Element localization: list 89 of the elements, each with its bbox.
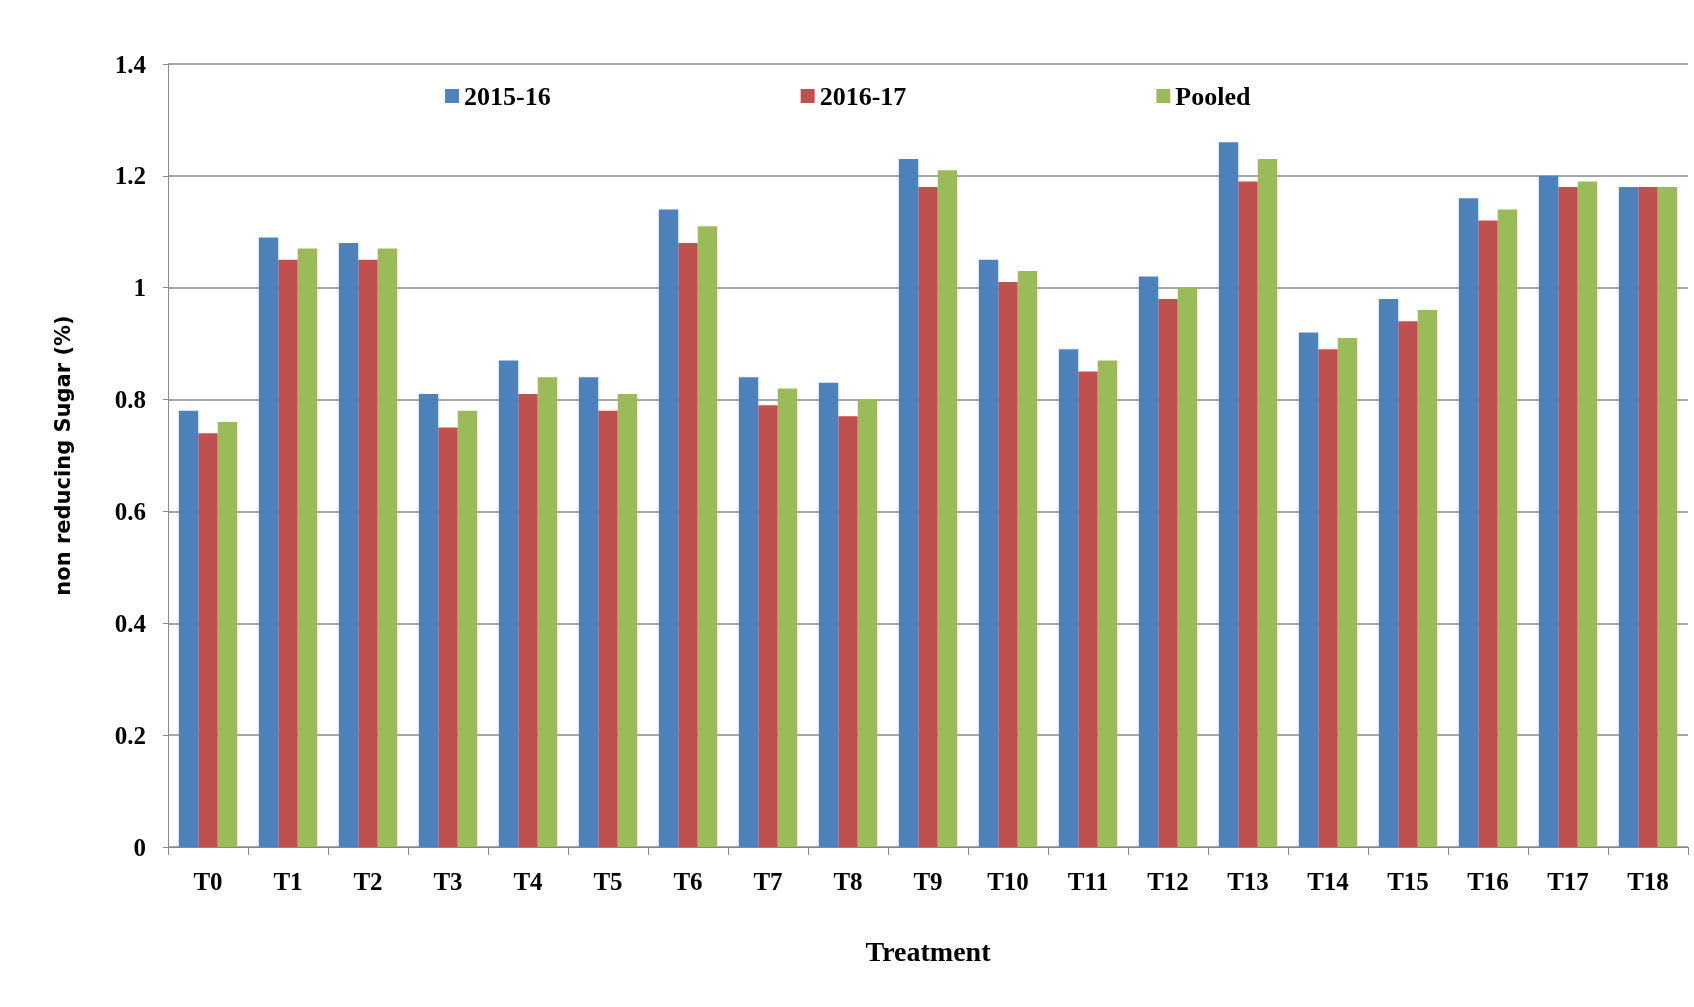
bar [1078, 371, 1098, 847]
x-tick-label: T11 [1067, 868, 1109, 895]
bar [838, 416, 858, 847]
y-tick-label: 0.8 [114, 386, 146, 414]
legend-label: 2016-17 [819, 81, 907, 111]
x-tick-label: T14 [1307, 868, 1350, 895]
bar [1017, 270, 1038, 847]
bar [178, 410, 199, 847]
bar [438, 427, 458, 847]
bar [1097, 360, 1118, 847]
bar [1257, 159, 1278, 847]
y-tick-label: 1.4 [114, 50, 147, 78]
x-tick-label: T5 [593, 868, 623, 895]
y-tick-label: 1 [133, 274, 146, 302]
x-axis-title: Treatment [865, 935, 992, 967]
bar [578, 377, 599, 847]
bar [217, 421, 238, 847]
bar [898, 159, 919, 847]
bar [978, 259, 999, 847]
x-tick-label: T2 [353, 868, 383, 895]
x-tick-label: T10 [987, 868, 1029, 895]
bar [1417, 310, 1438, 847]
bar [377, 248, 398, 847]
x-tick-label: T18 [1627, 868, 1669, 895]
bar [598, 410, 618, 847]
bar [1538, 175, 1559, 847]
y-tick-label: 0.4 [114, 609, 147, 637]
bar [1058, 349, 1079, 847]
bar [258, 237, 279, 847]
bar [457, 410, 478, 847]
bar [297, 248, 318, 847]
x-tick-label: T1 [273, 868, 303, 895]
x-tick-label: T15 [1387, 868, 1429, 895]
bar [738, 377, 759, 847]
x-tick-label: T3 [433, 868, 463, 895]
bar [1478, 220, 1498, 847]
bar [617, 393, 638, 847]
bar [678, 242, 698, 847]
legend-label: 2015-16 [464, 81, 551, 111]
x-tick-label: T0 [193, 868, 223, 895]
bar [1218, 142, 1239, 847]
bar [198, 433, 218, 847]
bar [937, 170, 958, 847]
x-tick-label: T16 [1467, 868, 1509, 895]
bar [1298, 332, 1319, 847]
bar [1558, 187, 1578, 847]
bar [1577, 181, 1598, 847]
bar [1458, 198, 1479, 847]
bar [1238, 181, 1258, 847]
x-tick-label: T7 [753, 868, 783, 895]
bar [1177, 287, 1198, 847]
bar [1337, 338, 1358, 847]
x-tick-label: T12 [1147, 868, 1189, 895]
x-tick-label: T13 [1227, 868, 1269, 895]
bar [1497, 209, 1518, 847]
bar [1318, 349, 1338, 847]
bar [1378, 298, 1399, 847]
bar [1398, 321, 1418, 847]
bar [1618, 187, 1639, 847]
bar [658, 209, 679, 847]
bar [697, 226, 718, 847]
bar [818, 382, 839, 847]
bar [1657, 187, 1678, 847]
bar [358, 259, 378, 847]
bar [537, 377, 558, 847]
bar [777, 388, 798, 847]
bar [498, 360, 519, 847]
bar [1638, 187, 1658, 847]
bar [1158, 298, 1178, 847]
x-tick-label: T8 [833, 868, 863, 895]
y-axis-title: non reducing Sugar (%) [50, 315, 75, 596]
x-tick-label: T4 [513, 868, 544, 895]
legend-label: Pooled [1175, 81, 1251, 111]
y-tick-label: 0.2 [114, 721, 146, 749]
y-tick-label: 0 [133, 833, 146, 861]
bar [998, 282, 1018, 847]
y-tick-label: 0.6 [114, 497, 146, 525]
x-tick-label: T9 [913, 868, 943, 895]
bar [918, 187, 938, 847]
bar [518, 393, 538, 847]
bar [278, 259, 298, 847]
y-tick-label: 1.2 [114, 162, 146, 190]
bar [418, 393, 439, 847]
bar [857, 399, 878, 847]
bar [758, 405, 778, 847]
x-tick-label: T6 [673, 868, 703, 895]
bar [1138, 276, 1159, 847]
bar [338, 242, 359, 847]
x-tick-label: T17 [1547, 868, 1589, 895]
